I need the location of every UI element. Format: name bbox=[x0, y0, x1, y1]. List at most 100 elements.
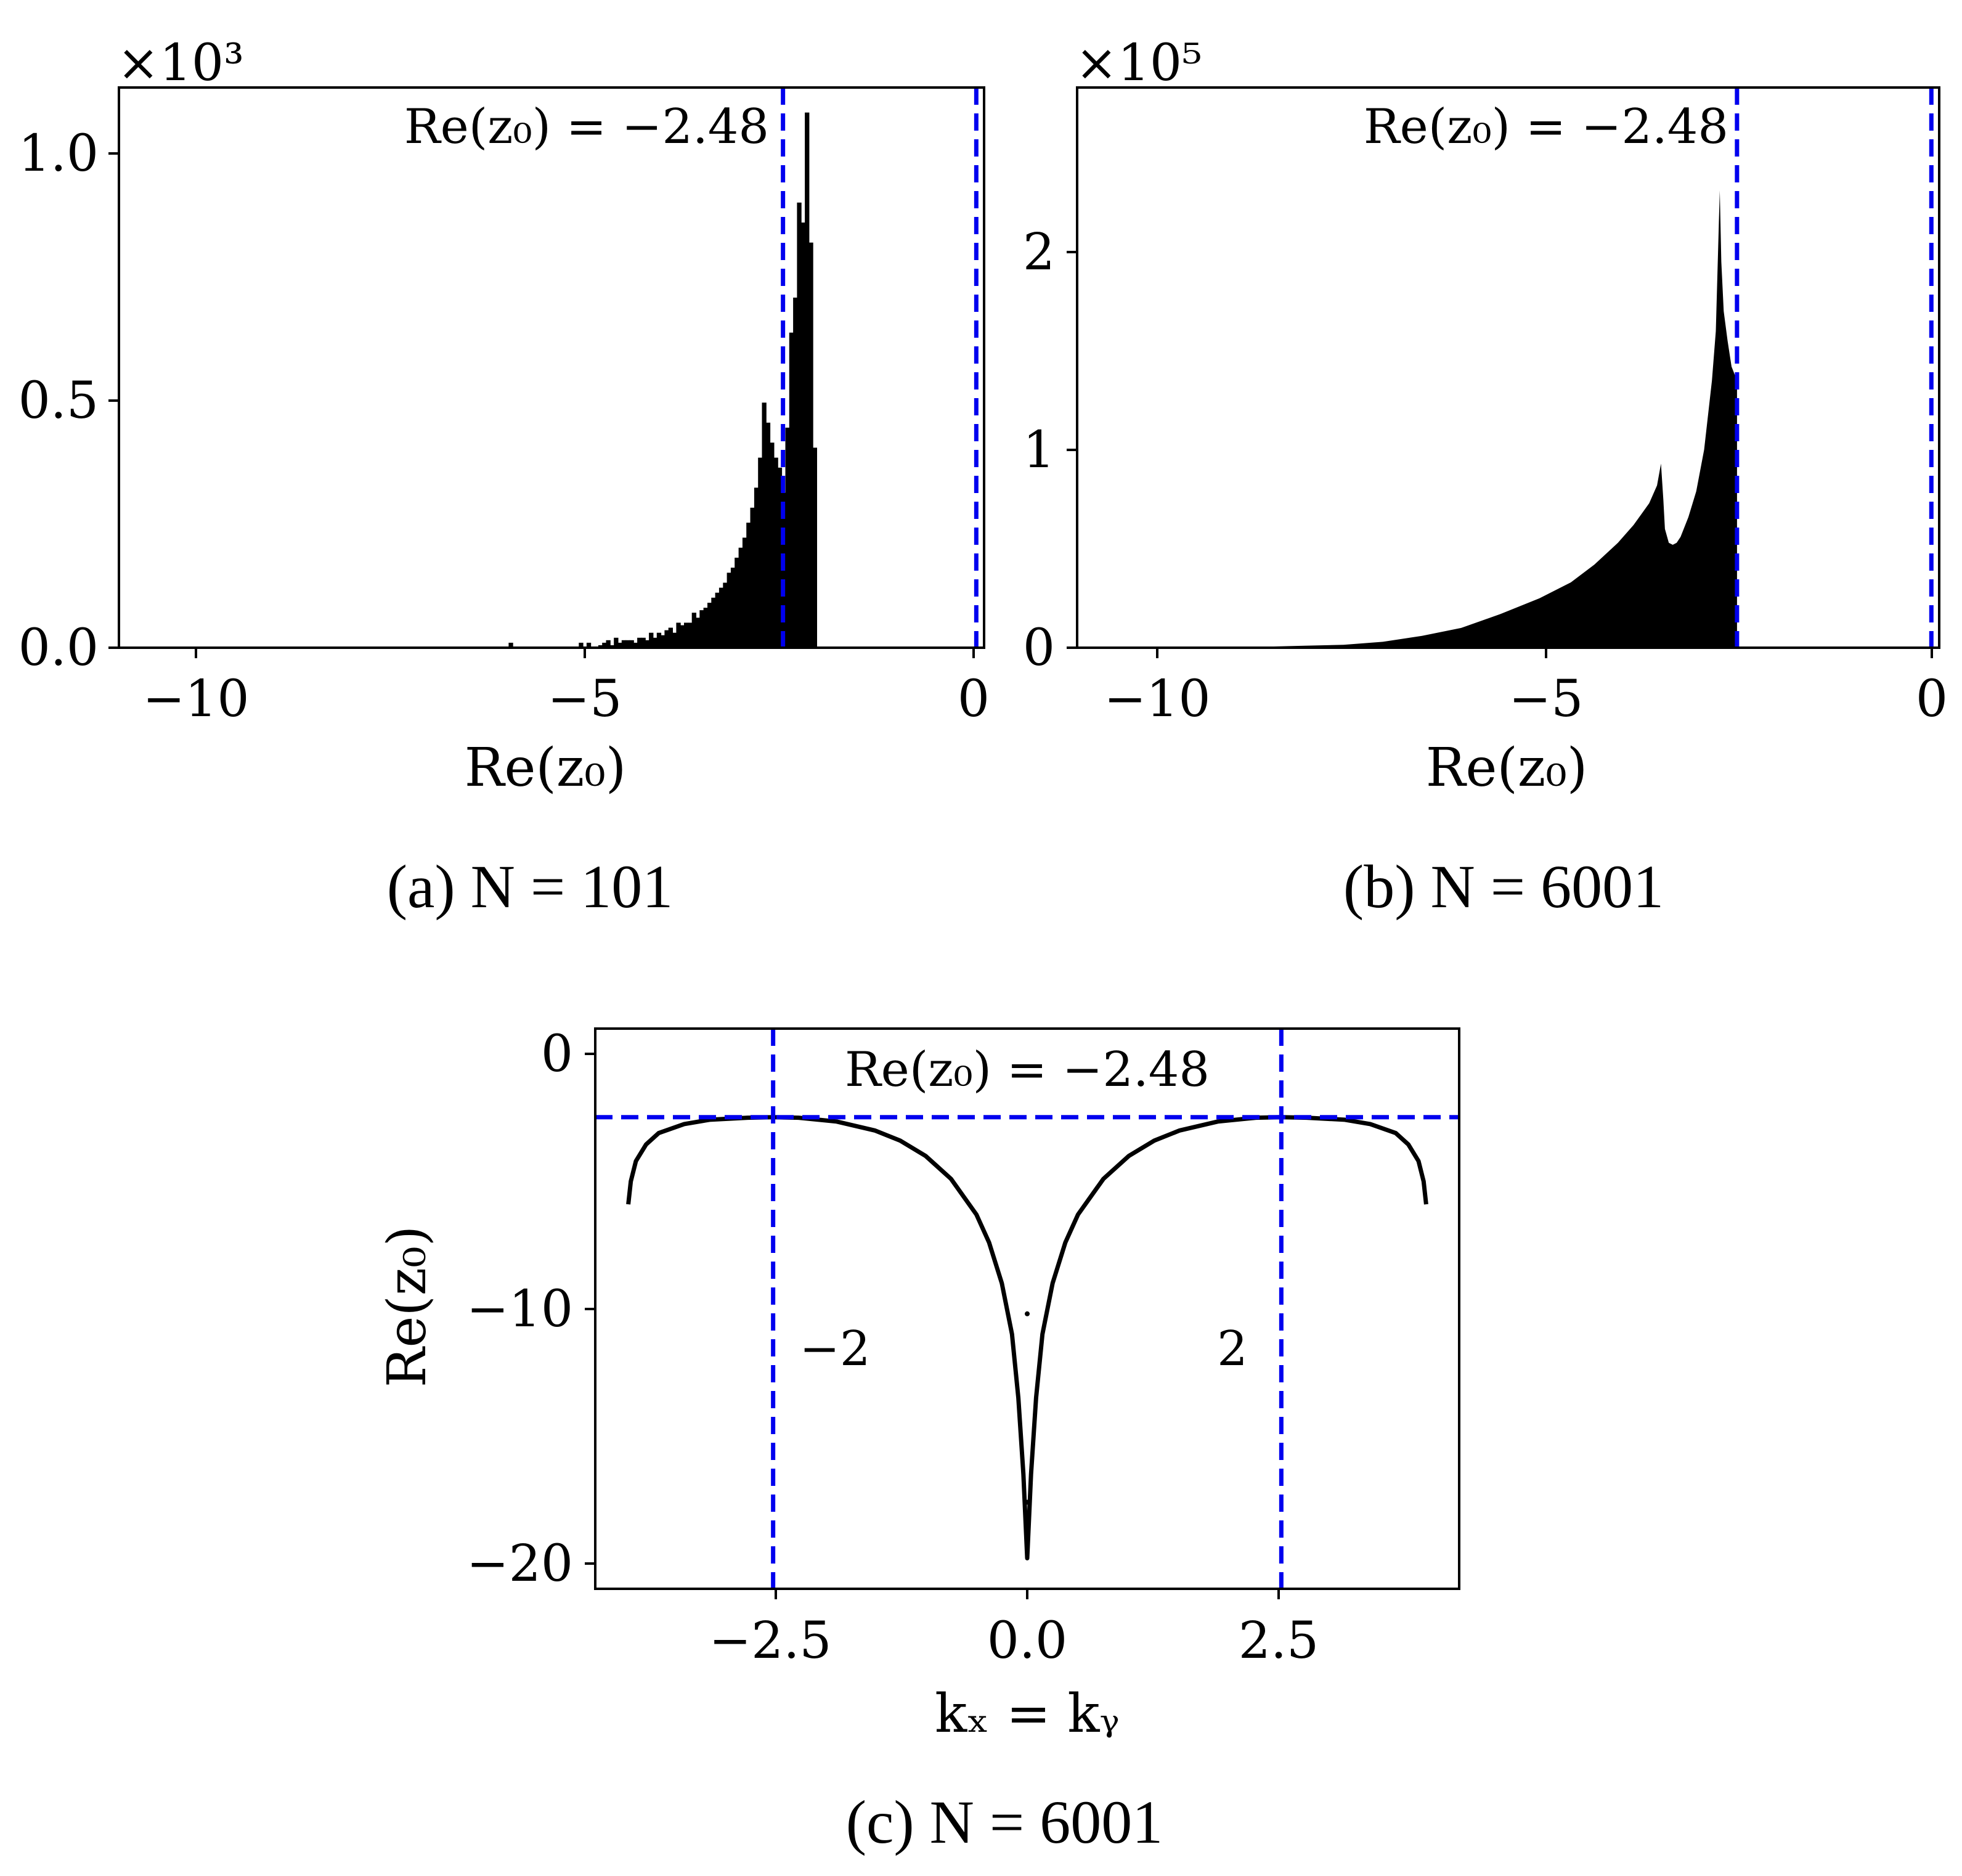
histogram-bar bbox=[808, 242, 813, 648]
histogram-bar bbox=[703, 608, 708, 648]
panel-a-xtick-label: −10 bbox=[142, 670, 249, 728]
histogram-bar bbox=[777, 467, 783, 648]
panel-a-caption: (a) N = 101 bbox=[387, 852, 674, 921]
panel-c-xtick-label: 0.0 bbox=[987, 1612, 1067, 1670]
histogram-bar bbox=[684, 622, 689, 648]
panel-c-xtick-label: 2.5 bbox=[1239, 1612, 1319, 1670]
histogram-bar bbox=[746, 523, 751, 648]
curve-point bbox=[1025, 1499, 1030, 1505]
histogram-bar bbox=[762, 402, 767, 648]
panel-b-xtick-label: 0 bbox=[1916, 670, 1948, 728]
histogram-bar bbox=[609, 645, 615, 648]
histogram-bar bbox=[629, 640, 634, 648]
histogram-bar bbox=[691, 613, 696, 648]
histogram-bar bbox=[637, 637, 642, 648]
histogram-bar bbox=[688, 622, 693, 648]
histogram-bar bbox=[735, 557, 739, 648]
panel-c-dispersion-curve bbox=[626, 1115, 1428, 1560]
histogram-bar bbox=[770, 442, 775, 648]
histogram-bar bbox=[598, 645, 603, 648]
panel-c-x-ticks: −2.5 0.0 2.5 bbox=[709, 1589, 1319, 1670]
panel-a-annotation: Re(z₀) = −2.48 bbox=[404, 99, 769, 155]
histogram-bar bbox=[656, 632, 662, 648]
histogram-bar bbox=[723, 582, 728, 648]
panel-b-plot-frame bbox=[1076, 86, 1940, 649]
histogram-bar bbox=[579, 642, 584, 648]
histogram-bar bbox=[715, 592, 720, 648]
histogram-bar bbox=[707, 603, 712, 648]
histogram-bar bbox=[649, 632, 654, 648]
panel-c-ytick-label: 0 bbox=[541, 1025, 573, 1083]
histogram-bar bbox=[730, 568, 736, 648]
panel-b-histogram: −10 −5 0 0 1 2 ×10⁵ Re(z₀) = −2.48 Re(z₀… bbox=[1023, 34, 1948, 921]
panel-a-xtick-label: 0 bbox=[958, 670, 990, 728]
panel-c-extra-points bbox=[1025, 1311, 1030, 1505]
histogram-bar bbox=[711, 597, 716, 648]
histogram-bar bbox=[617, 642, 622, 648]
panel-b-xtick-label: −10 bbox=[1104, 670, 1210, 728]
histogram-bar bbox=[754, 487, 759, 648]
histogram-bar bbox=[793, 297, 798, 648]
panel-c-ytick-label: −20 bbox=[466, 1535, 573, 1593]
panel-a-x-axis-label: Re(z₀) bbox=[465, 737, 627, 799]
panel-a-plot-frame bbox=[118, 86, 985, 649]
histogram-bar bbox=[641, 637, 646, 648]
panel-a-ytick-label: 0.5 bbox=[18, 372, 99, 430]
panel-b-annotation: Re(z₀) = −2.48 bbox=[1364, 99, 1728, 155]
panel-c-vline-label-left: −2 bbox=[800, 1321, 871, 1377]
panel-b-caption: (b) N = 6001 bbox=[1343, 852, 1664, 921]
histogram-bar bbox=[602, 642, 607, 648]
panel-c-annotation: Re(z₀) = −2.48 bbox=[845, 1042, 1210, 1098]
histogram-bar bbox=[800, 222, 806, 648]
panel-c-ytick-label: −10 bbox=[466, 1280, 573, 1339]
curve-point bbox=[1025, 1311, 1030, 1316]
histogram-bar bbox=[676, 622, 681, 648]
panel-a-y-ticks: 0.0 0.5 1.0 bbox=[18, 124, 119, 677]
panel-b-ytick-label: 0 bbox=[1023, 619, 1055, 677]
histogram-bar bbox=[586, 642, 592, 648]
histogram-bar bbox=[758, 457, 763, 648]
histogram-bar bbox=[696, 618, 701, 648]
histogram-bar bbox=[750, 507, 755, 648]
histogram-bar bbox=[680, 625, 685, 648]
panel-b-x-axis-label: Re(z₀) bbox=[1426, 737, 1588, 799]
histogram-bar bbox=[508, 642, 513, 648]
histogram-bar bbox=[661, 635, 666, 648]
panel-c-line-plot: −2.5 0.0 2.5 0 −10 −20 Re(z₀) = −2.48 −2… bbox=[377, 1025, 1460, 1856]
panel-b-xtick-label: −5 bbox=[1509, 670, 1584, 728]
histogram-bar bbox=[668, 627, 673, 648]
panel-a-y-multiplier: ×10³ bbox=[117, 34, 244, 92]
panel-a-histogram: −10 −5 0 0.0 0.5 1.0 ×10³ Re(z₀) = −2.48… bbox=[18, 34, 990, 921]
histogram-bar bbox=[718, 587, 724, 648]
histogram-bar bbox=[699, 610, 704, 648]
histogram-bar bbox=[625, 640, 630, 648]
histogram-bar bbox=[672, 632, 677, 648]
histogram-bar bbox=[606, 640, 611, 648]
panel-b-ytick-label: 1 bbox=[1023, 421, 1055, 479]
histogram-bar bbox=[621, 640, 627, 648]
histogram-bar bbox=[797, 202, 802, 648]
panel-c-xtick-label: −2.5 bbox=[709, 1612, 831, 1670]
histogram-bar bbox=[765, 422, 771, 648]
histogram-bar bbox=[805, 112, 810, 648]
histogram-bar bbox=[653, 637, 657, 648]
panel-b-distribution-area bbox=[1226, 190, 1737, 648]
panel-c-caption: (c) N = 6001 bbox=[846, 1788, 1163, 1856]
panel-b-y-multiplier: ×10⁵ bbox=[1075, 34, 1202, 92]
histogram-bar bbox=[614, 637, 619, 648]
histogram-bar bbox=[773, 457, 778, 648]
panel-c-y-ticks: 0 −10 −20 bbox=[466, 1025, 595, 1593]
panel-a-x-ticks: −10 −5 0 bbox=[142, 648, 990, 728]
panel-c-y-axis-label: Re(z₀) bbox=[377, 1226, 438, 1388]
panel-b-ytick-label: 2 bbox=[1023, 223, 1055, 282]
panel-c-plot-frame bbox=[594, 1027, 1460, 1590]
panel-b-x-ticks: −10 −5 0 bbox=[1104, 648, 1948, 728]
panel-b-y-ticks: 0 1 2 bbox=[1023, 223, 1077, 677]
histogram-bar bbox=[727, 573, 731, 648]
histogram-bar bbox=[664, 630, 669, 648]
panel-a-xtick-label: −5 bbox=[548, 670, 622, 728]
panel-a-ytick-label: 0.0 bbox=[18, 619, 99, 677]
panel-c-x-axis-label: kₓ = kᵧ bbox=[935, 1683, 1120, 1745]
histogram-bar bbox=[812, 447, 817, 648]
